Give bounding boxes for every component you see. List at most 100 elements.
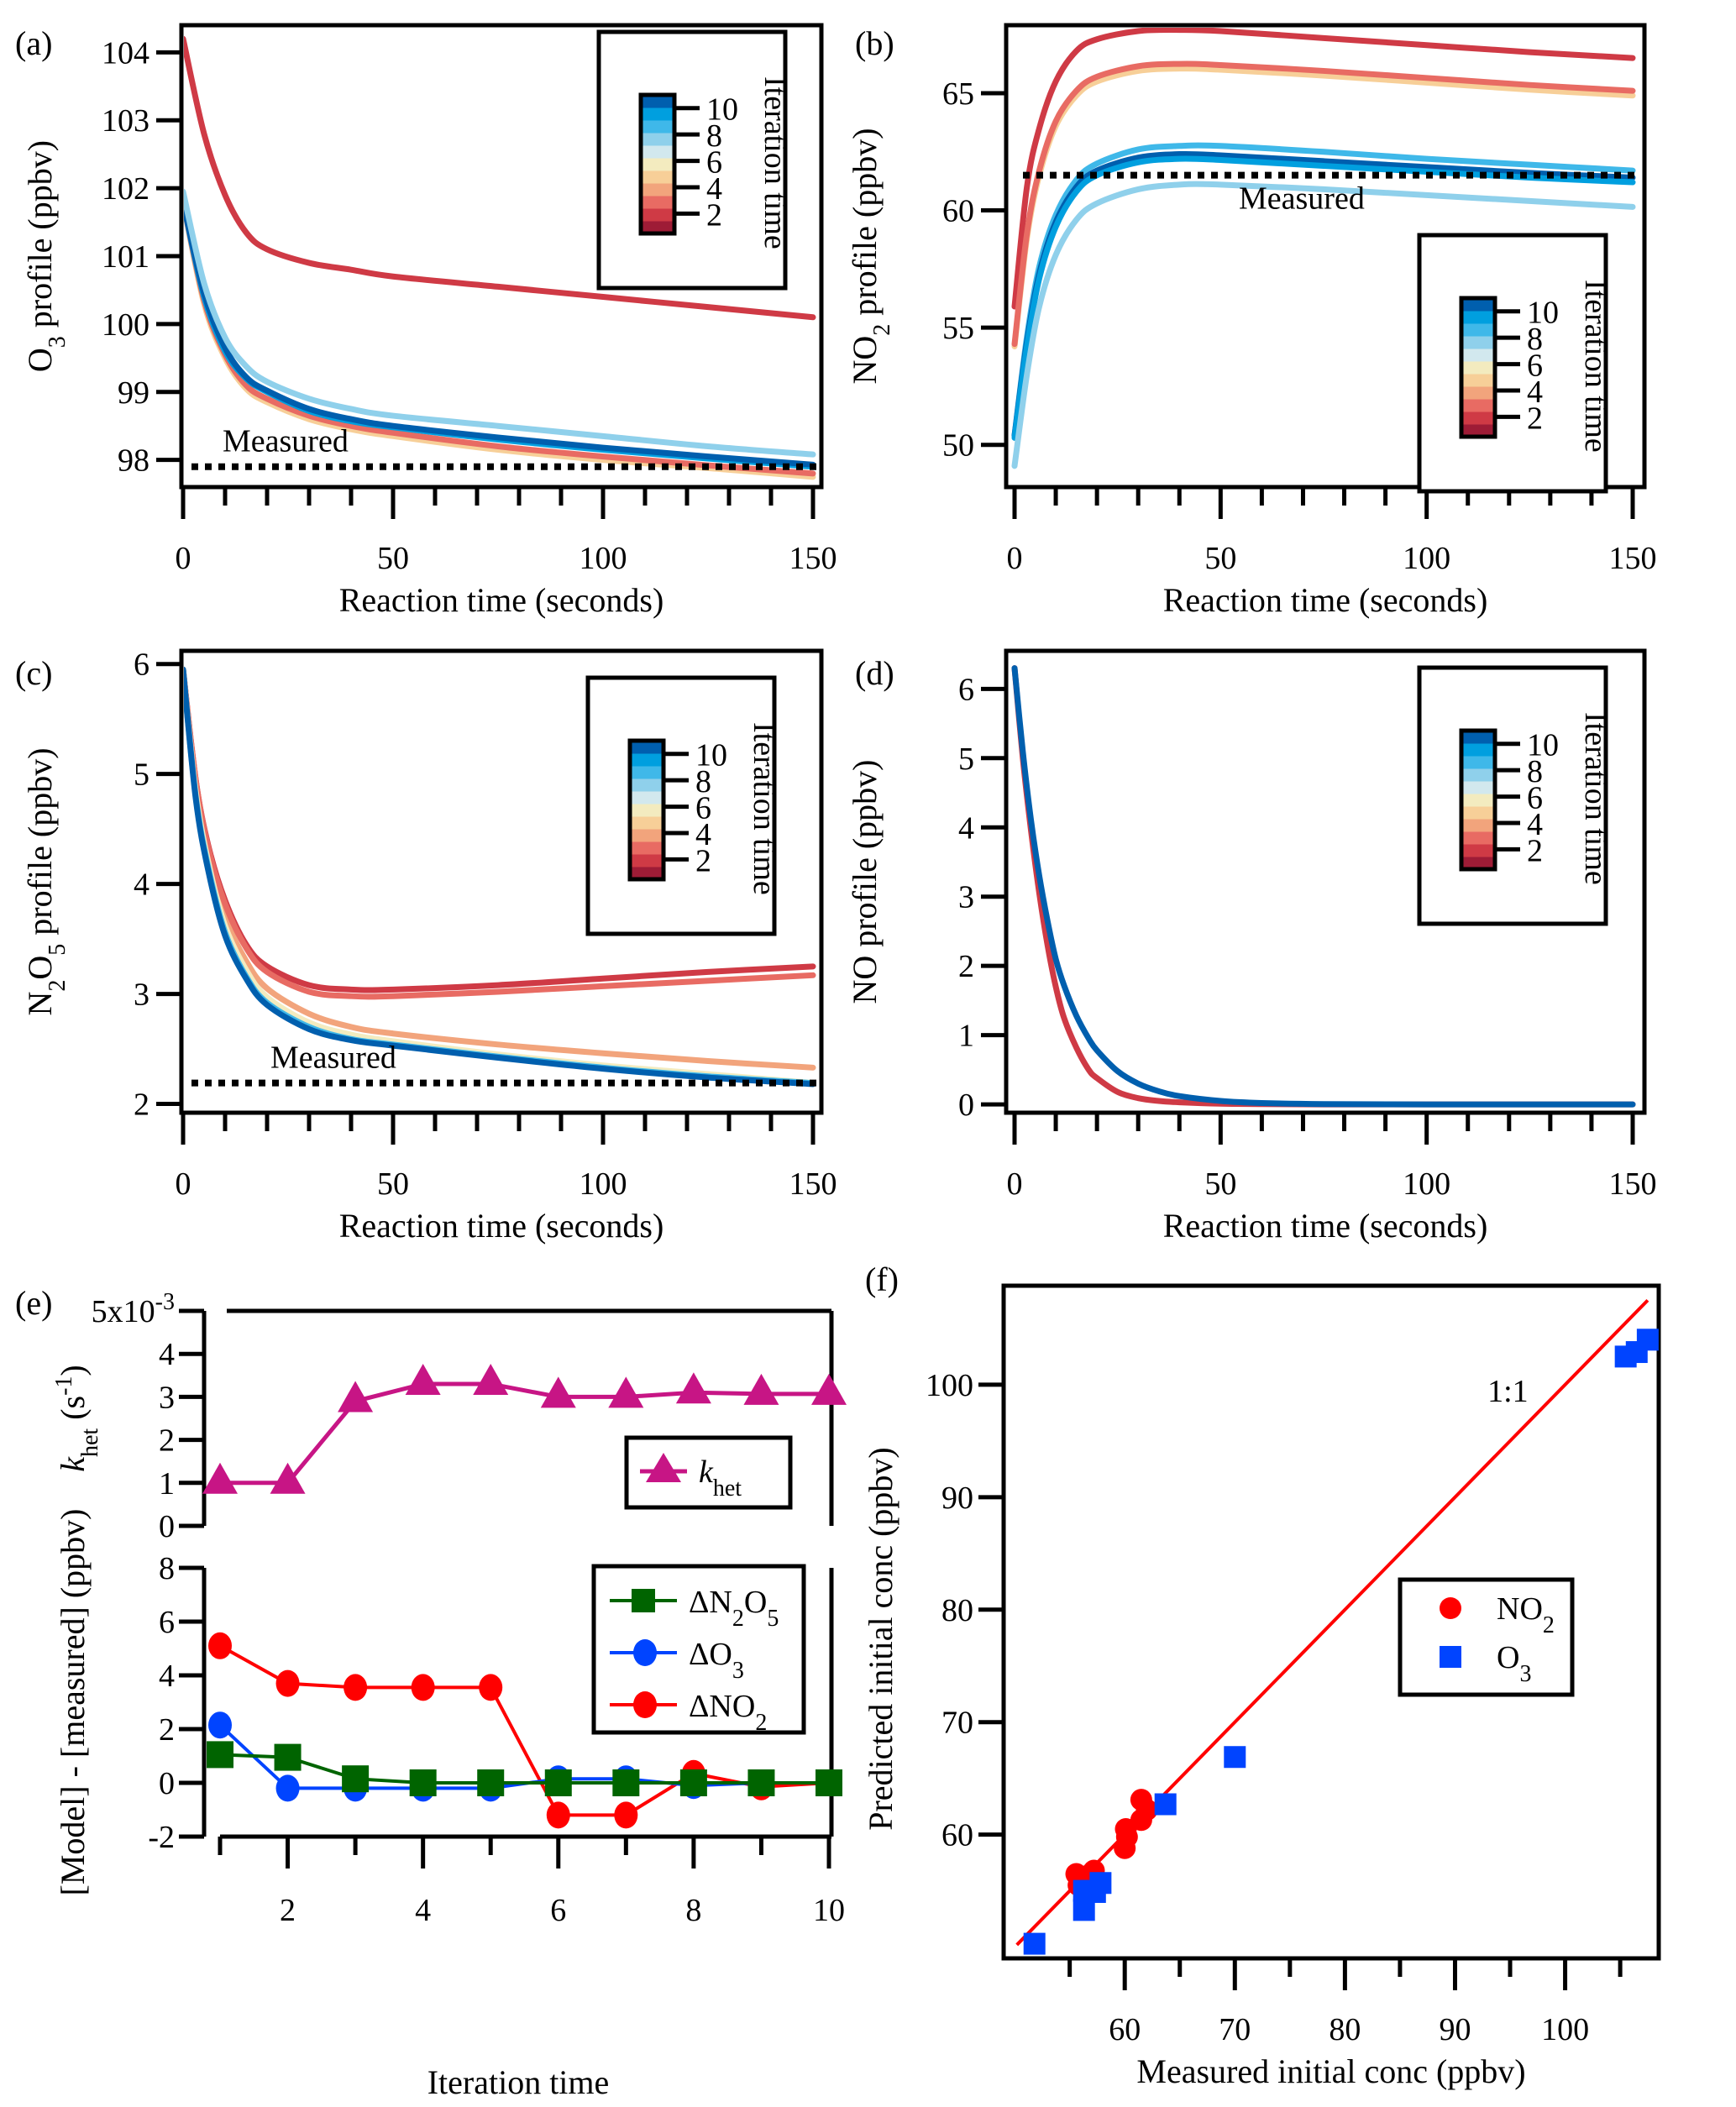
x-tick-label: 100: [580, 1166, 627, 1202]
colorbar-segment: [1461, 323, 1495, 337]
khet-triangle-marker: [473, 1364, 509, 1396]
x-tick-label: 100: [580, 541, 627, 576]
y-tick-label: 1: [958, 1019, 974, 1054]
khet-triangle-marker: [743, 1373, 779, 1405]
residual-square-marker: [816, 1769, 842, 1796]
residual-y-tick-label: -2: [148, 1820, 175, 1855]
y-tick-label: 4: [958, 810, 974, 846]
y-axis-title-rest: profile (ppbv): [21, 140, 59, 336]
colorbar-segment: [641, 145, 674, 159]
tick-exponent: -3: [155, 1289, 175, 1315]
y-title-close: ): [54, 1365, 92, 1376]
residual-line-ΔN2O5: [219, 1753, 829, 1785]
khet-line: [220, 1381, 829, 1486]
y-axis-title-main: N: [21, 992, 59, 1016]
legend-label-main: NO: [1497, 1591, 1543, 1627]
legend-label-sub: 3: [732, 1658, 744, 1684]
x-tick-label: 150: [1609, 1166, 1657, 1202]
y-axis-title: Predicted initial conc (ppbv): [862, 1447, 899, 1831]
residual-circle-marker: [208, 1711, 232, 1739]
colorbar-segment: [630, 804, 663, 817]
colorbar-tick-label: 4: [1527, 807, 1543, 842]
y-axis-title: N2O5 profile (ppbv): [21, 747, 71, 1015]
x-tick-label: 70: [1219, 2012, 1251, 2047]
colorbar-tick-label: 6: [706, 145, 722, 181]
colorbar-tick-label: 10: [706, 92, 738, 128]
panel-label: (a): [15, 24, 52, 62]
x-tick-label: 100: [1541, 2012, 1589, 2047]
khet-triangle-marker: [270, 1462, 306, 1494]
y-axis-title-sub: 3: [45, 336, 71, 348]
y-axis-title-sub: 2: [45, 980, 71, 992]
legend-circle-marker: [633, 1639, 657, 1666]
y-tick-label: 80: [941, 1593, 973, 1628]
panel-label: (f): [865, 1261, 899, 1298]
y-tick-label: 103: [102, 103, 149, 139]
x-tick-label: 8: [685, 1893, 701, 1928]
y-axis-title-main: NO: [846, 336, 884, 385]
colorbar-segment: [1461, 768, 1495, 782]
y-tick-label: 6: [958, 672, 974, 707]
x-axis-title: Reaction time (seconds): [339, 581, 664, 619]
no2-point: [1135, 1799, 1158, 1821]
colorbar-title: Iteration time: [1578, 280, 1613, 453]
x-tick-label: 50: [377, 1166, 409, 1202]
y-tick-label: 104: [102, 35, 149, 71]
legend-label-mid: O: [744, 1585, 767, 1620]
legend-circle-marker: [1440, 1597, 1461, 1619]
khet-triangle-marker: [405, 1364, 441, 1396]
colorbar-tick-label: 8: [695, 764, 711, 799]
residual-y-tick-label: 8: [159, 1551, 175, 1586]
colorbar-segment: [1461, 424, 1495, 438]
colorbar-frame: [1459, 728, 1497, 872]
legend-square-marker: [632, 1589, 655, 1612]
khet-triangle-marker: [811, 1373, 847, 1405]
x-tick-label: 100: [1403, 1166, 1450, 1202]
measured-label: Measured: [1239, 181, 1365, 217]
colorbar-segment: [630, 778, 663, 792]
panel-d-no-profile: 0 1 2 3 4 5 6 0 50 100 150 Reaction time (seconds) N…: [846, 648, 1657, 1245]
y-axis-title-rest: profile (ppbv): [21, 747, 59, 943]
y-tick-label: 90: [941, 1481, 973, 1516]
residual-y-tick-label: 4: [159, 1659, 175, 1694]
measured-label: Measured: [270, 1040, 396, 1076]
residual-circle-marker: [546, 1801, 570, 1829]
y-tick-label: 101: [102, 239, 149, 275]
x-tick-label: 150: [789, 541, 837, 576]
colorbar-segment: [1461, 731, 1495, 744]
khet-y-tick-label: 1: [159, 1466, 175, 1502]
y-tick-label: 5: [134, 757, 149, 793]
plot-area: [184, 666, 817, 1088]
x-tick-label: 60: [1109, 2012, 1141, 2047]
x-tick-label: 2: [280, 1893, 296, 1928]
y-tick-label: 3: [958, 880, 974, 915]
colorbar-tick-label: 6: [1527, 781, 1543, 816]
series-line-iteration-10: [184, 198, 816, 468]
colorbar-tick-label: 8: [706, 118, 722, 154]
x-tick-label: 0: [176, 1166, 191, 1202]
legend-label-main: ΔN: [689, 1585, 732, 1620]
residual-y-tick-label: 6: [159, 1605, 175, 1640]
colorbar-segment: [1461, 781, 1495, 794]
residual-square-marker: [274, 1743, 302, 1771]
colorbar-segment: [1461, 819, 1495, 832]
colorbar-segment: [1461, 831, 1495, 845]
colorbar-segment: [641, 208, 674, 222]
legend-circle-marker: [633, 1691, 657, 1718]
khet-y-axis-title: khet (s-1): [51, 1365, 103, 1472]
y-tick-label: 2: [958, 949, 974, 984]
x-tick-label: 4: [415, 1893, 431, 1928]
x-tick-label: 10: [813, 1893, 845, 1928]
colorbar-frame: [1459, 296, 1497, 439]
colorbar-segment: [641, 120, 674, 134]
legend-label-sub: 2: [732, 1606, 744, 1632]
y-tick-label: 55: [942, 311, 974, 346]
colorbar-segment: [1461, 374, 1495, 387]
colorbar-segment: [1461, 411, 1495, 425]
plot-frame: [1001, 1283, 1661, 1961]
colorbar-title: Iteration time: [1578, 712, 1613, 885]
legend-label-main: O: [1497, 1640, 1519, 1675]
colorbar-segment: [1461, 743, 1495, 757]
legend-label: NO2: [1497, 1591, 1555, 1638]
khet-y-tick-label: 4: [159, 1337, 175, 1372]
